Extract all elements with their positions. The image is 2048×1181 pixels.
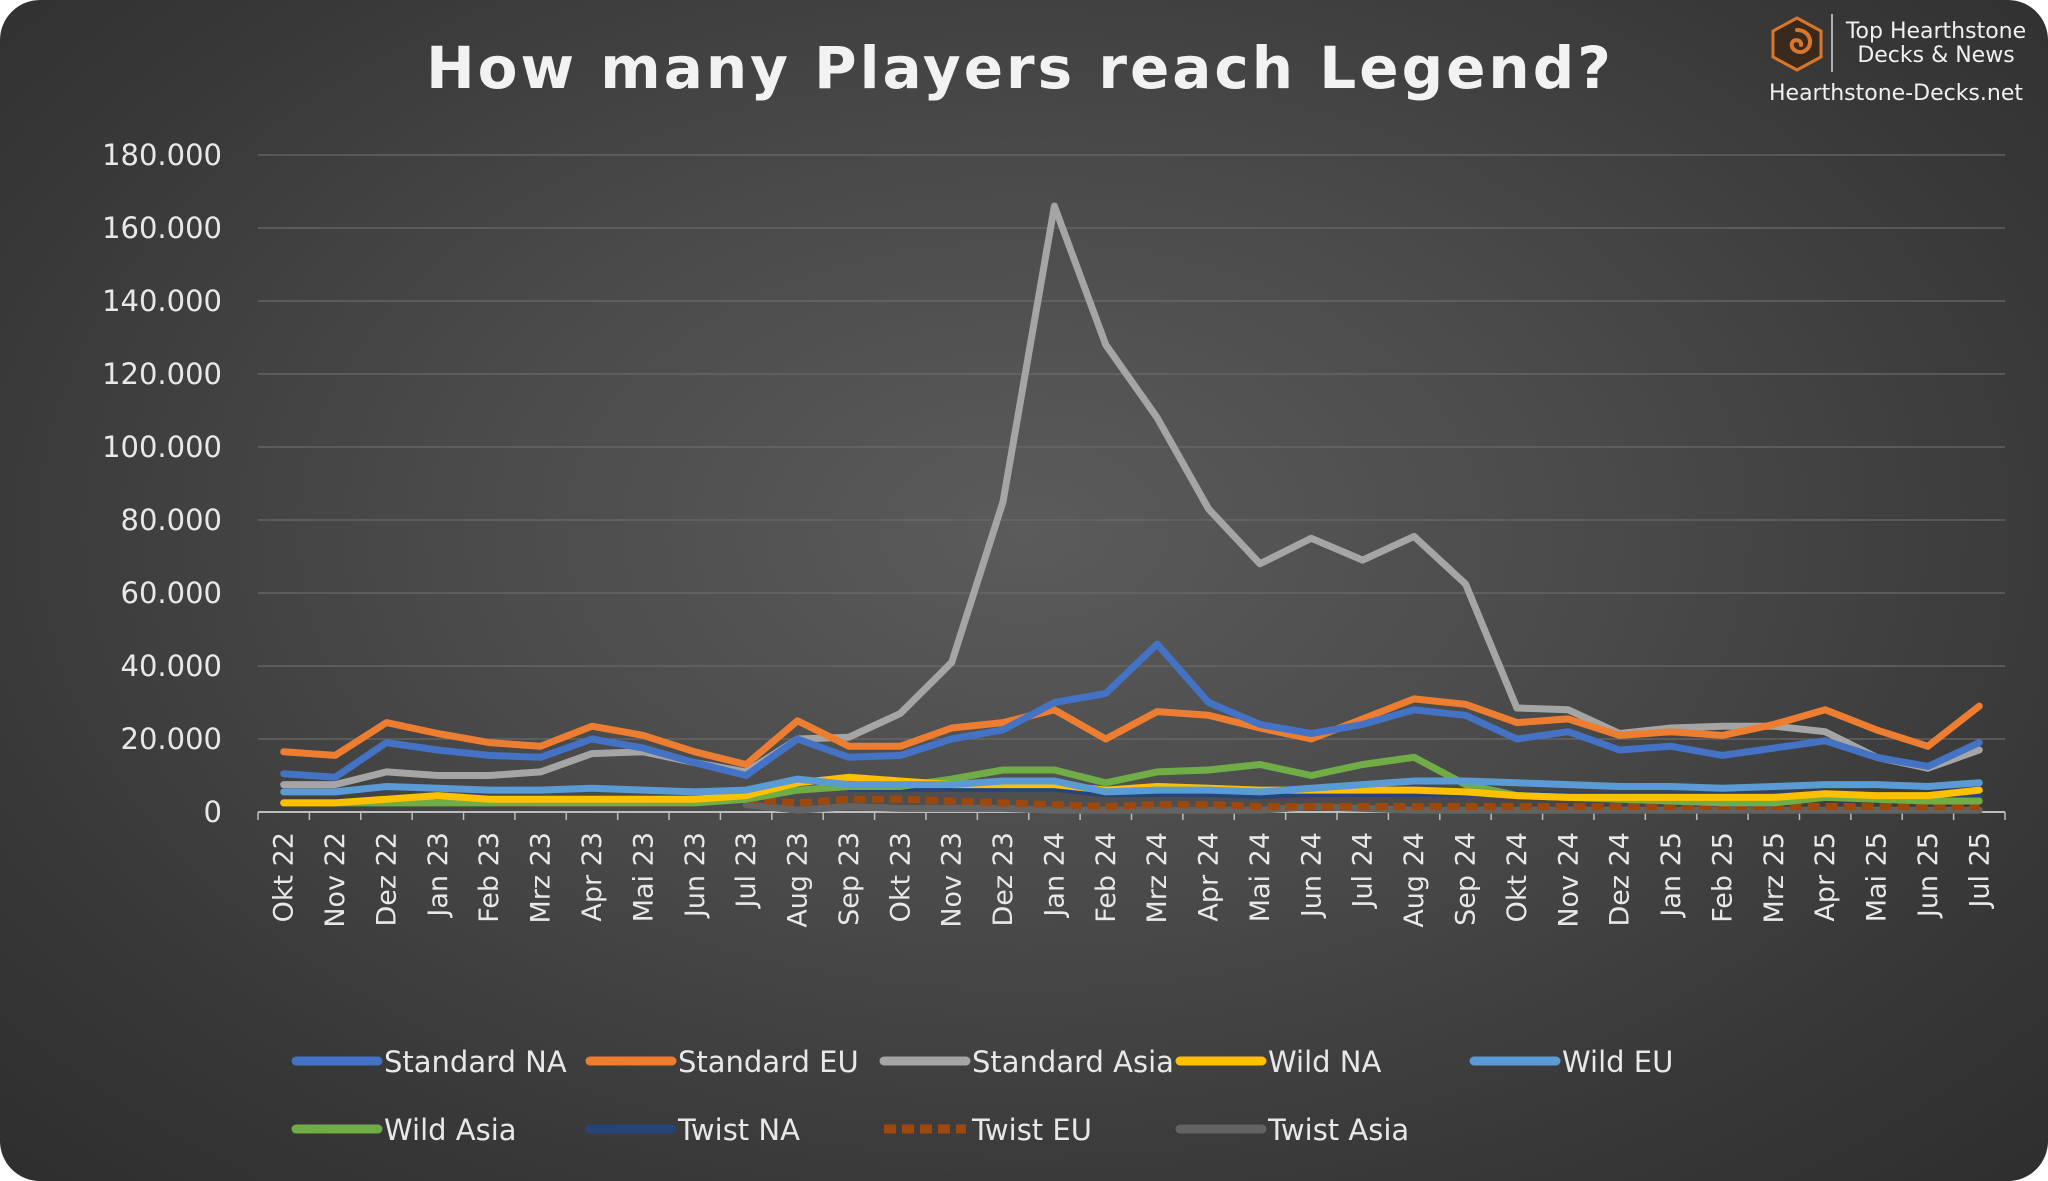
x-tick-label: Mai 23 <box>628 832 659 922</box>
series-line-standard-asia <box>280 202 1983 789</box>
legend-label: Twist Asia <box>1267 1113 1409 1147</box>
legend-label: Twist NA <box>677 1113 800 1147</box>
x-tick-label: Feb 23 <box>474 832 505 923</box>
x-tick-label: Sep 24 <box>1450 832 1481 926</box>
x-tick-label: Okt 24 <box>1502 832 1533 922</box>
chart-title: How many Players reach Legend? <box>426 34 1614 102</box>
legend-label: Standard NA <box>384 1045 567 1079</box>
brand-line-1: Top Hearthstone <box>1845 19 2026 44</box>
x-tick-label: Dez 24 <box>1605 832 1636 927</box>
legend-label: Wild EU <box>1562 1045 1673 1079</box>
x-tick-label: Jul 23 <box>731 832 762 910</box>
legend-item[interactable]: Wild Asia <box>291 1113 517 1147</box>
legend-label: Standard EU <box>678 1045 859 1079</box>
x-axis-ticks: Okt 22 Nov 22 Dez 22 Jan 23 Feb 23 Mrz 23 Apr … <box>257 812 2006 928</box>
x-tick-label: Mai 24 <box>1245 832 1276 922</box>
y-tick-label: 160.000 <box>102 211 222 245</box>
y-tick-label: 140.000 <box>102 284 222 318</box>
x-tick-label: Dez 23 <box>988 832 1019 927</box>
x-tick-label: Mrz 24 <box>1142 832 1173 924</box>
x-tick-label: Sep 23 <box>834 832 865 926</box>
x-tick-label: Jun 25 <box>1913 832 1944 919</box>
x-tick-label: Jan 25 <box>1656 832 1687 919</box>
legend-item[interactable]: Wild EU <box>1469 1045 1673 1079</box>
series-line-twist-eu <box>745 795 1980 810</box>
legend-item[interactable]: Standard EU <box>585 1045 859 1079</box>
gridlines <box>258 154 2005 813</box>
x-tick-label: Nov 23 <box>937 832 968 928</box>
legend-item[interactable]: Twist EU <box>884 1113 1092 1147</box>
x-tick-label: Nov 24 <box>1553 832 1584 928</box>
legend-item[interactable]: Standard Asia <box>879 1045 1174 1079</box>
x-tick-label: Jan 24 <box>1039 832 1070 919</box>
x-tick-label: Dez 22 <box>371 832 402 927</box>
x-tick-label: Apr 25 <box>1810 832 1841 922</box>
legend-item[interactable]: Twist Asia <box>1175 1113 1409 1147</box>
brand-line-2: Decks & News <box>1857 43 2014 68</box>
legend-item[interactable]: Wild NA <box>1175 1045 1381 1079</box>
series-line-standard-na <box>280 640 1983 781</box>
brand-block[interactable]: Top Hearthstone Decks & News Hearthstone… <box>1769 14 2026 106</box>
legend: Standard NA Standard EU Standard Asia Wild … <box>291 1045 1673 1147</box>
brand-url[interactable]: Hearthstone-Decks.net <box>1769 81 2023 106</box>
y-tick-label: 40.000 <box>121 649 222 683</box>
legend-item[interactable]: Standard NA <box>291 1045 567 1079</box>
y-tick-label: 60.000 <box>121 576 222 610</box>
y-tick-label: 20.000 <box>121 722 222 756</box>
x-tick-label: Jul 24 <box>1348 832 1379 910</box>
x-tick-label: Apr 23 <box>577 832 608 922</box>
x-tick-label: Apr 24 <box>1194 832 1225 922</box>
x-tick-label: Jan 23 <box>423 832 454 919</box>
x-tick-label: Mrz 25 <box>1759 832 1790 924</box>
x-tick-label: Aug 23 <box>783 832 814 928</box>
legend-item[interactable]: Twist NA <box>585 1113 800 1147</box>
legend-label: Wild NA <box>1268 1045 1381 1079</box>
x-tick-label: Feb 24 <box>1091 832 1122 923</box>
y-tick-label: 100.000 <box>102 430 222 464</box>
x-tick-label: Jun 23 <box>680 832 711 919</box>
x-tick-label: Feb 25 <box>1707 832 1738 923</box>
x-tick-label: Nov 22 <box>320 832 351 928</box>
hearthstone-logo-icon <box>1771 16 1823 72</box>
legend-label: Twist EU <box>971 1113 1092 1147</box>
series-line-wild-eu <box>280 775 1983 796</box>
y-tick-label: 80.000 <box>121 503 222 537</box>
x-tick-label: Mrz 23 <box>526 832 557 924</box>
x-tick-label: Jul 25 <box>1964 832 1995 910</box>
series-lines <box>280 202 1983 814</box>
y-axis-ticks: 0 20.000 40.000 60.000 80.000 100.000 120.000 1… <box>102 138 222 829</box>
x-tick-label: Aug 24 <box>1399 832 1430 928</box>
y-tick-label: 0 <box>204 795 222 829</box>
legend-label: Standard Asia <box>972 1045 1174 1079</box>
x-tick-label: Okt 23 <box>885 832 916 922</box>
y-tick-label: 180.000 <box>102 138 222 172</box>
x-tick-label: Okt 22 <box>269 832 300 922</box>
x-tick-label: Jun 24 <box>1296 832 1327 919</box>
series-line-standard-eu <box>280 695 1983 768</box>
series-line-wild-asia <box>280 753 1983 807</box>
x-tick-label: Mai 25 <box>1862 832 1893 922</box>
legend-label: Wild Asia <box>384 1113 517 1147</box>
y-tick-label: 120.000 <box>102 357 222 391</box>
